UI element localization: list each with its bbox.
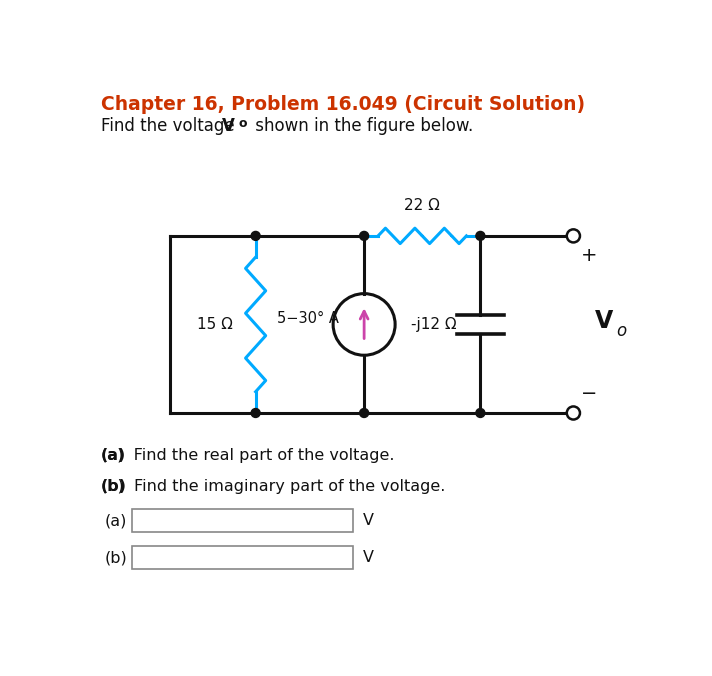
Circle shape xyxy=(476,408,485,418)
Text: −: − xyxy=(581,384,597,404)
Bar xyxy=(132,546,352,569)
Circle shape xyxy=(567,406,580,420)
Circle shape xyxy=(360,231,369,241)
Text: (b): (b) xyxy=(100,479,127,493)
Text: (a): (a) xyxy=(100,448,126,463)
Text: o: o xyxy=(616,322,626,339)
Text: (a)  Find the real part of the voltage.: (a) Find the real part of the voltage. xyxy=(100,448,394,463)
Text: V: V xyxy=(363,513,375,528)
Text: (a): (a) xyxy=(105,513,127,528)
Circle shape xyxy=(476,231,485,241)
Text: (b)  Find the imaginary part of the voltage.: (b) Find the imaginary part of the volta… xyxy=(100,479,445,493)
Text: -j12 Ω: -j12 Ω xyxy=(411,317,456,332)
Text: 5−30° A: 5−30° A xyxy=(278,311,339,326)
Text: o: o xyxy=(239,116,247,130)
Text: Find the voltage: Find the voltage xyxy=(100,116,239,135)
Text: V: V xyxy=(222,116,235,135)
Circle shape xyxy=(251,408,260,418)
Text: (b): (b) xyxy=(105,550,127,565)
Text: 22 Ω: 22 Ω xyxy=(404,198,440,213)
Text: V: V xyxy=(595,308,613,333)
Text: V: V xyxy=(363,550,375,565)
Circle shape xyxy=(567,229,580,243)
Text: Chapter 16, Problem 16.049 (Circuit Solution): Chapter 16, Problem 16.049 (Circuit Solu… xyxy=(100,95,585,114)
Circle shape xyxy=(360,408,369,418)
Text: +: + xyxy=(581,245,597,264)
Text: shown in the figure below.: shown in the figure below. xyxy=(250,116,473,135)
Circle shape xyxy=(251,231,260,241)
Text: 15 Ω: 15 Ω xyxy=(197,317,234,332)
Bar xyxy=(132,509,352,532)
